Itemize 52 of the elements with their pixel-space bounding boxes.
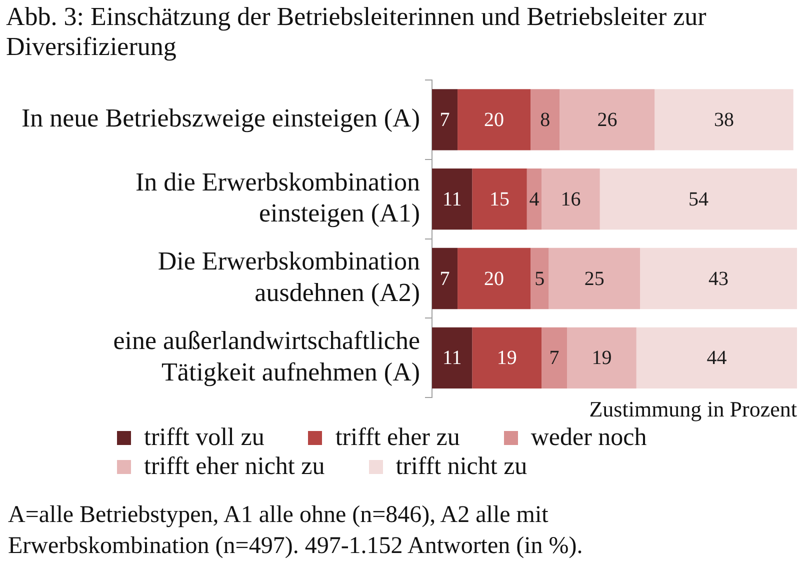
bar bbox=[600, 168, 797, 230]
y-tick-label: Die Erwerbskombination ausdehnen (A2) bbox=[158, 246, 420, 307]
bar bbox=[432, 327, 472, 388]
bar bbox=[636, 327, 797, 388]
data-label: 26 bbox=[597, 108, 618, 131]
bar bbox=[640, 248, 797, 310]
data-label: 7 bbox=[440, 268, 450, 290]
bar bbox=[542, 168, 600, 230]
bar bbox=[567, 327, 636, 388]
data-label: 4 bbox=[529, 188, 540, 210]
data-label: 20 bbox=[484, 108, 504, 131]
legend-label: trifft eher nicht zu bbox=[144, 452, 325, 481]
data-label: 15 bbox=[490, 188, 510, 210]
y-tick-label: In neue Betriebszweige einsteigen (A) bbox=[21, 104, 420, 133]
data-label: 19 bbox=[592, 347, 612, 370]
data-label: 20 bbox=[484, 268, 504, 290]
data-label: 7 bbox=[440, 108, 450, 131]
bar bbox=[530, 89, 560, 150]
bar bbox=[472, 327, 542, 388]
bar bbox=[548, 248, 640, 310]
bar bbox=[654, 89, 794, 150]
y-tick-label: In die Erwerbskombination einsteigen (A1) bbox=[136, 167, 420, 228]
legend-label: trifft voll zu bbox=[144, 423, 264, 452]
y-tick-label: eine außerlandwirtschaftliche Tätigkeit aufnehmen (A) bbox=[113, 326, 420, 386]
data-label: 38 bbox=[714, 108, 734, 131]
bar bbox=[542, 327, 568, 388]
data-label: 7 bbox=[549, 347, 560, 370]
legend-label: trifft nicht zu bbox=[396, 452, 528, 481]
bar bbox=[472, 168, 527, 230]
bar bbox=[458, 248, 531, 310]
bar bbox=[432, 168, 472, 230]
data-label: 5 bbox=[534, 268, 545, 290]
bar bbox=[560, 89, 655, 150]
data-label: 16 bbox=[560, 188, 581, 210]
data-label: 25 bbox=[584, 268, 604, 290]
bar bbox=[458, 89, 531, 150]
legend-label: weder noch bbox=[530, 423, 647, 452]
data-label: 19 bbox=[496, 347, 517, 370]
bar bbox=[432, 248, 458, 310]
text: A=alle Betriebstypen, A1 alle ohne (n=846), A2 alle mit Erwerbskombination (n=497). 497-1.152 Antworten (in %). bbox=[8, 501, 584, 561]
bar bbox=[432, 89, 458, 150]
data-label: 8 bbox=[540, 108, 550, 131]
x-axis-title: Zustimmung in Prozent bbox=[589, 396, 797, 422]
data-label: 11 bbox=[442, 188, 462, 210]
chart-title: Abb. 3: Einschätzung der Betriebsleiterinnen und Betriebsleiter zur Diversifizierung bbox=[6, 2, 708, 62]
legend-label: trifft eher zu bbox=[335, 423, 460, 452]
data-label: 44 bbox=[706, 347, 727, 370]
data-label: 11 bbox=[442, 347, 462, 370]
bar bbox=[530, 248, 549, 310]
data-label: 43 bbox=[708, 268, 729, 290]
bar bbox=[526, 168, 542, 230]
data-label: 54 bbox=[688, 188, 708, 210]
